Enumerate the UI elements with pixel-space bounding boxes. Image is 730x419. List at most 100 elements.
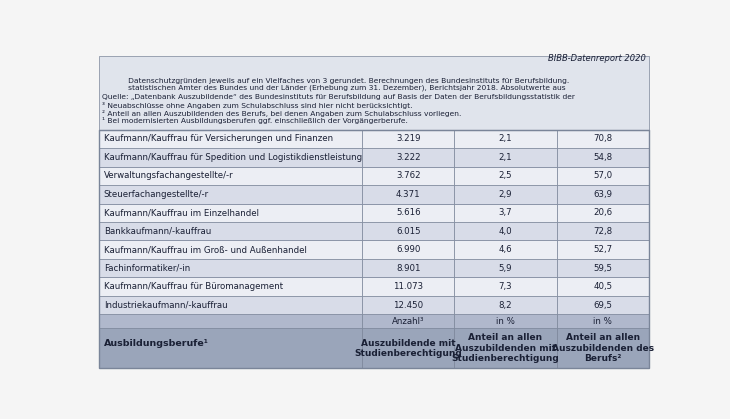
Text: 3,7: 3,7 [499,208,512,217]
Text: 8.901: 8.901 [396,264,420,273]
Text: 63,9: 63,9 [593,190,612,199]
Bar [557,241,649,259]
Text: 4.371: 4.371 [396,190,420,199]
Text: Bankkaufmann/-kauffrau: Bankkaufmann/-kauffrau [104,227,211,236]
Bar [557,259,649,277]
Bar [557,148,649,166]
Bar [454,296,557,314]
Bar [557,166,649,185]
Bar [454,222,557,241]
Text: ¹ Bei modernisierten Ausbildungsberufen ggf. einschließlich der Vorgängerberufe.: ¹ Bei modernisierten Ausbildungsberufen … [102,117,408,124]
Bar [557,129,649,148]
Bar [362,148,454,166]
Text: 2,1: 2,1 [499,134,512,143]
Text: 12.450: 12.450 [393,301,423,310]
Bar [362,204,454,222]
Bar [99,57,649,129]
Text: Industriekaufmann/-kauffrau: Industriekaufmann/-kauffrau [104,301,228,310]
Bar [362,222,454,241]
Text: 57,0: 57,0 [593,171,612,180]
Bar [99,129,649,368]
Text: 3.222: 3.222 [396,153,420,162]
Bar [454,148,557,166]
Bar [362,314,454,328]
Text: 6.990: 6.990 [396,245,420,254]
Text: 2,5: 2,5 [499,171,512,180]
Bar [99,185,362,204]
Text: 2,9: 2,9 [499,190,512,199]
Text: Datenschutzgründen jeweils auf ein Vielfaches von 3 gerundet. Berechnungen des B: Datenschutzgründen jeweils auf ein Vielf… [102,78,569,84]
Text: Steuerfachangestellte/-r: Steuerfachangestellte/-r [104,190,209,199]
Text: Verwaltungsfachangestellte/-r: Verwaltungsfachangestellte/-r [104,171,234,180]
Bar [362,185,454,204]
Text: Kaufmann/Kauffrau im Einzelhandel: Kaufmann/Kauffrau im Einzelhandel [104,208,259,217]
Bar [454,166,557,185]
Bar [557,185,649,204]
Bar [99,241,362,259]
Text: Auszubildende mit
Studienberechtigung: Auszubildende mit Studienberechtigung [354,339,462,358]
Text: ³ Neuabschlüsse ohne Angaben zum Schulabschluss sind hier nicht berücksichtigt.: ³ Neuabschlüsse ohne Angaben zum Schulab… [102,102,413,109]
Bar [99,222,362,241]
Bar [454,277,557,296]
Bar [362,166,454,185]
Bar [362,129,454,148]
Text: Quelle: „Datenbank Auszubildende“ des Bundesinstituts für Berufsbildung auf Basi: Quelle: „Datenbank Auszubildende“ des Bu… [102,93,575,100]
Text: 40,5: 40,5 [593,282,612,291]
Bar [362,259,454,277]
Text: 70,8: 70,8 [593,134,612,143]
Text: in %: in % [593,317,612,326]
Text: 52,7: 52,7 [593,245,612,254]
Bar [454,185,557,204]
Bar [99,166,362,185]
Bar [99,129,362,148]
Text: ² Anteil an allen Auszubildenden des Berufs, bei denen Angaben zum Schulabschlus: ² Anteil an allen Auszubildenden des Ber… [102,109,461,116]
Text: Anzahl³: Anzahl³ [392,317,424,326]
Bar [454,241,557,259]
Bar [99,328,362,368]
Text: 69,5: 69,5 [593,301,612,310]
Bar [99,148,362,166]
Text: 3.762: 3.762 [396,171,420,180]
Text: 7,3: 7,3 [499,282,512,291]
Bar [454,129,557,148]
Bar [454,204,557,222]
Text: 11.073: 11.073 [393,282,423,291]
Text: Anteil an allen
Auszubildenden des
Berufs²: Anteil an allen Auszubildenden des Beruf… [552,334,654,363]
Text: 3.219: 3.219 [396,134,420,143]
Text: 4,0: 4,0 [499,227,512,236]
Bar [454,259,557,277]
Bar [362,328,454,368]
Bar [99,277,362,296]
Text: 54,8: 54,8 [593,153,612,162]
Text: Kaufmann/Kauffrau für Versicherungen und Finanzen: Kaufmann/Kauffrau für Versicherungen und… [104,134,333,143]
Bar [557,296,649,314]
Text: Fachinformatiker/-in: Fachinformatiker/-in [104,264,190,273]
Text: Ausbildungsberufe¹: Ausbildungsberufe¹ [104,339,209,348]
Bar [99,296,362,314]
Text: statistischen Ämter des Bundes und der Länder (Erhebung zum 31. Dezember), Beric: statistischen Ämter des Bundes und der L… [102,83,566,92]
Text: Kaufmann/Kauffrau im Groß- und Außenhandel: Kaufmann/Kauffrau im Groß- und Außenhand… [104,245,307,254]
Bar [557,328,649,368]
Bar [362,277,454,296]
Text: 20,6: 20,6 [593,208,612,217]
Text: 2,1: 2,1 [499,153,512,162]
Bar [99,259,362,277]
Text: 72,8: 72,8 [593,227,612,236]
Bar [557,314,649,328]
Text: 8,2: 8,2 [499,301,512,310]
Text: 6.015: 6.015 [396,227,420,236]
Bar [454,314,557,328]
Bar [362,241,454,259]
Text: 5,9: 5,9 [499,264,512,273]
Text: Kaufmann/Kauffrau für Büromanagement: Kaufmann/Kauffrau für Büromanagement [104,282,283,291]
Bar [99,314,362,328]
Text: in %: in % [496,317,515,326]
Bar [99,204,362,222]
Text: Anteil an allen
Auszubildenden mit
Studienberechtigung: Anteil an allen Auszubildenden mit Studi… [452,334,559,363]
Bar [454,328,557,368]
Bar [557,277,649,296]
Text: 5.616: 5.616 [396,208,420,217]
Bar [362,296,454,314]
Text: 4,6: 4,6 [499,245,512,254]
Text: 59,5: 59,5 [593,264,612,273]
